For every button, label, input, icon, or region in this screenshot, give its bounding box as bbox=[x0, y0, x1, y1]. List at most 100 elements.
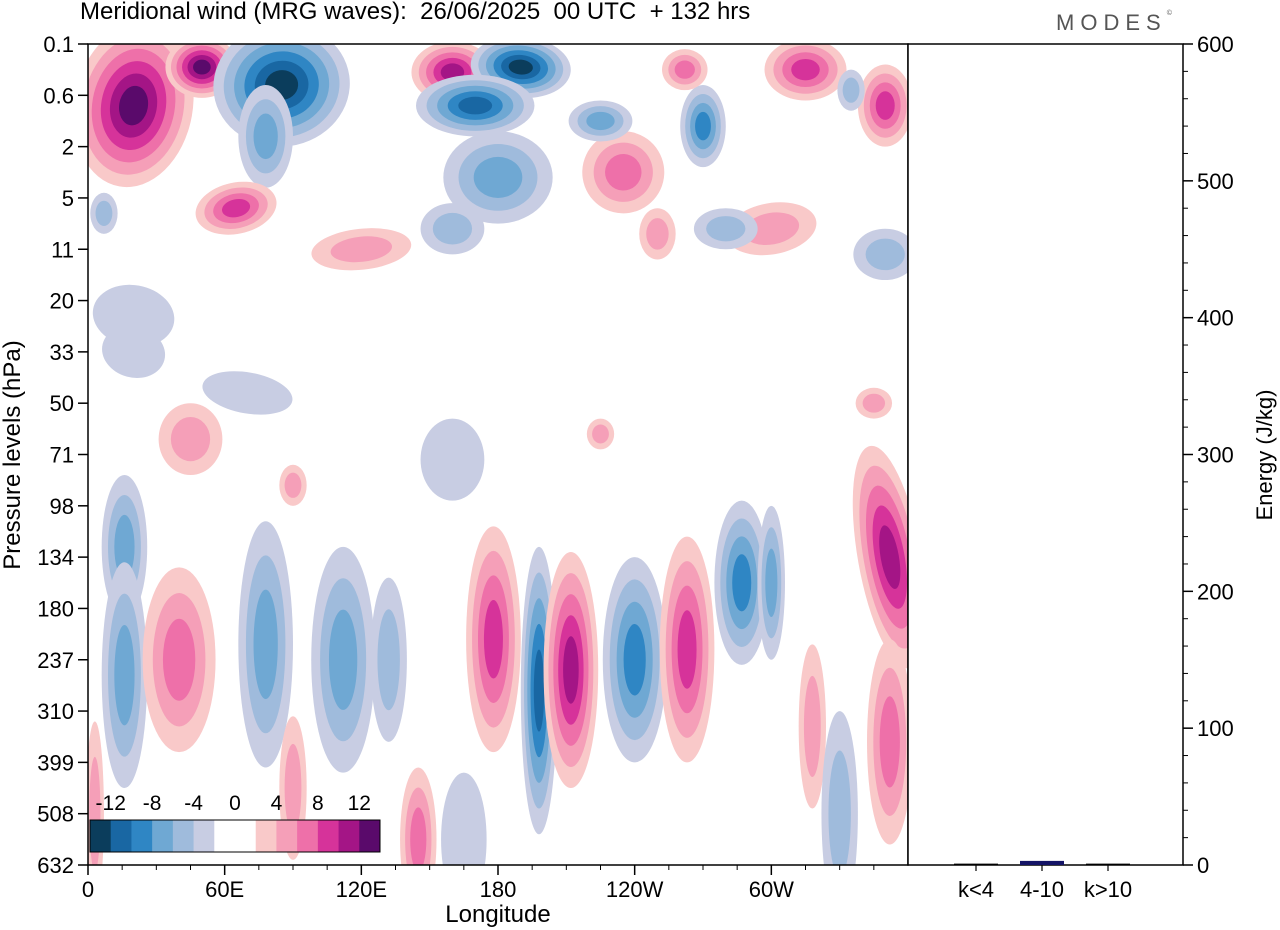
negative-wind-region bbox=[238, 521, 293, 768]
modes-logo: MODES© bbox=[1056, 10, 1172, 36]
colorbar-tick-label: 4 bbox=[271, 792, 283, 815]
colorbar-swatch bbox=[317, 820, 340, 852]
positive-wind-region bbox=[764, 44, 847, 101]
negative-wind-region bbox=[837, 69, 865, 111]
energy-tick-label: 0 bbox=[1197, 853, 1209, 878]
positive-wind-region bbox=[857, 64, 908, 147]
y-tick-label: 98 bbox=[50, 494, 74, 519]
colorbar-swatch bbox=[338, 820, 360, 852]
colorbar-tick-label: -4 bbox=[184, 792, 203, 815]
positive-wind-region bbox=[142, 567, 216, 753]
positive-wind-region bbox=[639, 208, 676, 260]
positive-wind-region bbox=[867, 639, 908, 845]
positive-wind-region bbox=[543, 551, 599, 789]
negative-wind-region bbox=[821, 711, 858, 865]
positive-wind-region bbox=[852, 445, 908, 669]
pressure-axis: 0.1 0.6 2 5 11 20 33 50 71 98 134 180 237 310 399 508 63… bbox=[37, 32, 88, 878]
negative-wind-region bbox=[311, 546, 375, 773]
y-tick-label: 632 bbox=[37, 853, 74, 878]
energy-bar bbox=[1086, 863, 1130, 866]
colorbar-tick-label: -12 bbox=[96, 792, 126, 815]
logo-text: MODES bbox=[1056, 10, 1167, 35]
energy-category-label: 4-10 bbox=[1020, 877, 1064, 902]
negative-wind-region bbox=[90, 192, 118, 234]
negative-wind-region bbox=[714, 500, 770, 665]
y-tick-label: 20 bbox=[50, 289, 74, 314]
energy-tick-label: 400 bbox=[1197, 306, 1234, 331]
y-tick-label: 11 bbox=[51, 237, 74, 262]
colorbar-swatch bbox=[297, 820, 319, 852]
positive-wind-region bbox=[855, 387, 893, 419]
colorbar: -12 -8 -4 0 4 8 12 bbox=[89, 792, 381, 853]
negative-wind-region bbox=[443, 131, 553, 224]
wind-field bbox=[88, 44, 908, 865]
negative-wind-region bbox=[693, 208, 758, 250]
colorbar-swatch bbox=[193, 820, 215, 852]
negative-wind-region bbox=[202, 371, 293, 415]
negative-wind-region bbox=[102, 325, 166, 378]
colorbar-swatch bbox=[110, 820, 132, 852]
positive-wind-region bbox=[195, 181, 277, 235]
positive-wind-region bbox=[586, 418, 615, 450]
negative-wind-region bbox=[602, 557, 667, 763]
energy-axis-label: Energy (J/kg) bbox=[1252, 390, 1277, 521]
colorbar-swatch bbox=[359, 820, 381, 852]
x-tick-label: 180 bbox=[480, 877, 517, 902]
y-axis-label: Pressure levels (hPa) bbox=[0, 340, 26, 569]
energy-tick-label: 300 bbox=[1197, 443, 1234, 468]
colorbar-swatch bbox=[276, 820, 298, 852]
y-tick-label: 310 bbox=[37, 699, 74, 724]
energy-bar bbox=[1020, 860, 1064, 865]
energy-bar-chart: 0 100 200 300 400 500 600 k<4 4-10 k>10 bbox=[907, 32, 1234, 902]
x-tick-label: 120W bbox=[606, 877, 664, 902]
positive-wind-region bbox=[662, 49, 708, 91]
negative-wind-region bbox=[441, 772, 487, 865]
colorbar-swatch bbox=[214, 820, 236, 852]
positive-wind-region bbox=[311, 228, 412, 271]
y-tick-label: 399 bbox=[37, 750, 74, 775]
x-axis-label: Longitude bbox=[445, 901, 550, 928]
energy-tick-label: 600 bbox=[1197, 32, 1234, 57]
negative-wind-region bbox=[420, 203, 485, 255]
negative-wind-region bbox=[101, 562, 148, 789]
x-tick-label: 120E bbox=[336, 877, 387, 902]
energy-tick-label: 500 bbox=[1197, 169, 1234, 194]
colorbar-swatch bbox=[255, 820, 277, 852]
negative-wind-region bbox=[370, 577, 407, 742]
colorbar-tick-label: 0 bbox=[229, 792, 241, 815]
longitude-axis: 0 60E 120E 180 120W 60W bbox=[82, 865, 875, 902]
colorbar-tick-label: -8 bbox=[143, 792, 162, 815]
positive-wind-region bbox=[659, 536, 715, 763]
colorbar-swatch bbox=[90, 820, 112, 852]
colorbar-swatch bbox=[131, 820, 153, 852]
negative-wind-region bbox=[238, 85, 293, 188]
colorbar-swatch bbox=[152, 820, 174, 852]
chart-title: Meridional wind (MRG waves): 26/06/2025 … bbox=[80, 0, 751, 25]
y-tick-label: 0.6 bbox=[43, 83, 74, 108]
colorbar-swatch bbox=[235, 820, 257, 852]
y-tick-label: 0.1 bbox=[43, 32, 74, 57]
y-tick-label: 33 bbox=[50, 340, 74, 365]
positive-wind-region bbox=[88, 44, 194, 188]
energy-bar bbox=[954, 863, 998, 866]
negative-wind-region bbox=[757, 505, 785, 660]
positive-wind-region bbox=[400, 767, 437, 865]
colorbar-swatch bbox=[172, 820, 195, 852]
positive-wind-region bbox=[158, 403, 223, 476]
y-tick-label: 134 bbox=[37, 545, 74, 570]
energy-category-label: k<4 bbox=[958, 877, 994, 902]
negative-wind-region bbox=[680, 85, 726, 168]
y-tick-label: 71 bbox=[50, 443, 74, 468]
y-tick-label: 5 bbox=[62, 186, 74, 211]
y-tick-label: 2 bbox=[62, 135, 74, 160]
energy-tick-label: 100 bbox=[1197, 716, 1234, 741]
negative-wind-region bbox=[416, 74, 535, 137]
y-tick-label: 508 bbox=[37, 802, 74, 827]
positive-wind-region bbox=[466, 526, 521, 753]
logo-registered-mark: © bbox=[1166, 10, 1172, 17]
positive-wind-region bbox=[798, 644, 826, 809]
energy-tick-label: 200 bbox=[1197, 579, 1234, 604]
negative-wind-region bbox=[853, 228, 908, 281]
energy-category-label: k>10 bbox=[1084, 877, 1132, 902]
